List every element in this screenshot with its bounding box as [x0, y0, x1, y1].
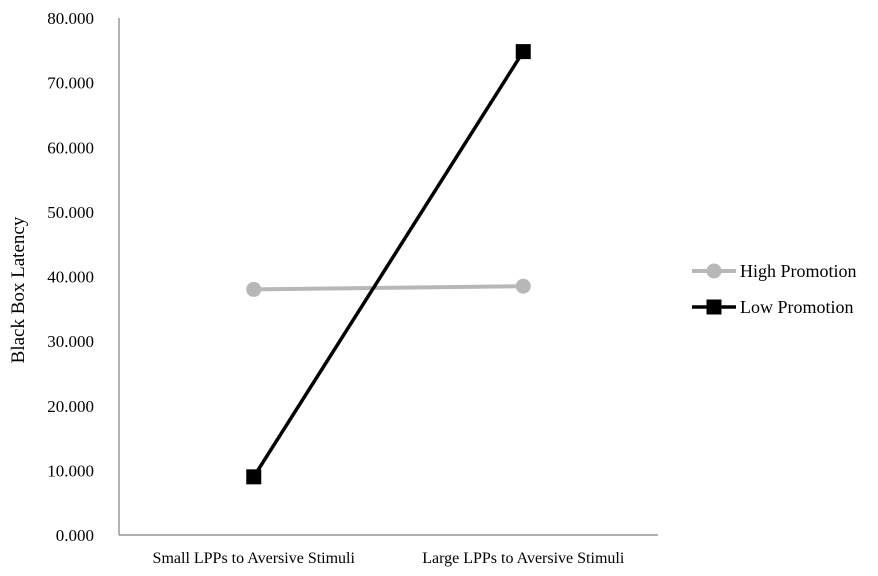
y-tick-label: 10.000	[47, 461, 94, 480]
legend-marker	[706, 299, 722, 315]
legend: High Promotion Low Promotion	[692, 261, 857, 317]
x-tick-labels: Small LPPs to Aversive Stimuli Large LPPs…	[153, 550, 625, 567]
y-tick-label: 50.000	[47, 203, 94, 222]
data-point	[515, 44, 531, 60]
legend-label: High Promotion	[740, 261, 857, 281]
y-tick-labels: 0.000 10.000 20.000 30.000 40.000 50.000 60.00…	[47, 9, 94, 545]
y-tick-label: 0.000	[56, 526, 94, 545]
data-point	[246, 469, 262, 485]
y-tick-label: 30.000	[47, 332, 94, 351]
y-tick-label: 70.000	[47, 74, 94, 93]
y-axis-title: Black Box Latency	[8, 216, 29, 363]
x-tick-label: Small LPPs to Aversive Stimuli	[153, 550, 356, 567]
y-tick-label: 20.000	[47, 397, 94, 416]
series-line	[252, 50, 525, 478]
y-tick-label: 80.000	[47, 9, 94, 28]
x-tick-label: Large LPPs to Aversive Stimuli	[422, 550, 625, 567]
legend-marker	[706, 263, 722, 279]
series	[246, 44, 531, 485]
data-point	[515, 278, 531, 294]
legend-label: Low Promotion	[740, 297, 854, 317]
series-high-promotion	[246, 278, 531, 297]
series-low-promotion	[246, 44, 531, 485]
axes	[118, 18, 658, 536]
y-tick-label: 40.000	[47, 268, 94, 287]
legend-item: Low Promotion	[692, 297, 854, 317]
y-tick-label: 60.000	[47, 138, 94, 157]
legend-item: High Promotion	[692, 261, 857, 281]
data-point	[246, 281, 262, 297]
series-line	[253, 284, 524, 292]
